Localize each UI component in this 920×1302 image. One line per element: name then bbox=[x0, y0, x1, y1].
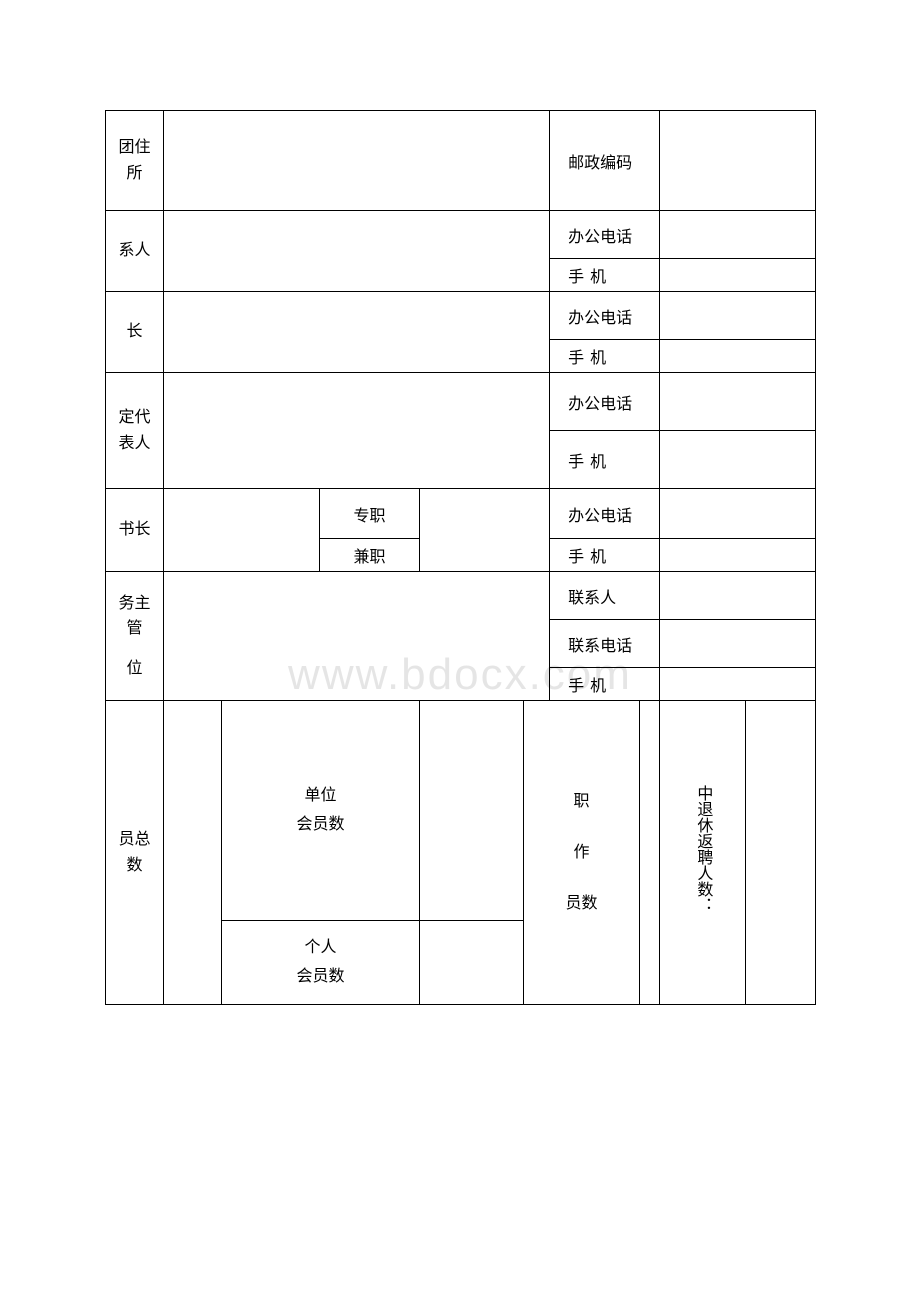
input-mobile-5[interactable] bbox=[660, 668, 816, 701]
form-table: 团住所 邮政编码 系人 办公电话 手机 长 办公电话 手机 bbox=[105, 110, 816, 1005]
input-postal[interactable] bbox=[660, 111, 816, 211]
label-legal-rep: 定代表人 bbox=[106, 373, 164, 489]
label-residence: 团住所 bbox=[106, 111, 164, 211]
input-legal-rep[interactable] bbox=[164, 373, 550, 489]
input-contact-person-2[interactable] bbox=[660, 572, 816, 620]
input-mobile-2[interactable] bbox=[660, 340, 816, 373]
label-parttime: 兼职 bbox=[320, 539, 420, 572]
label-chief: 长 bbox=[106, 292, 164, 373]
label-postal: 邮政编码 bbox=[550, 111, 660, 211]
input-supervisor-unit[interactable] bbox=[164, 572, 550, 701]
label-contact-person: 系人 bbox=[106, 211, 164, 292]
label-mobile-4: 手机 bbox=[550, 539, 660, 572]
label-retired-rehired: 中退休返聘人数： bbox=[660, 701, 746, 1005]
label-staff-count: 职 作 员数 bbox=[524, 701, 640, 1005]
label-member-total: 员总数 bbox=[106, 701, 164, 1005]
label-office-phone-2: 办公电话 bbox=[550, 292, 660, 340]
label-contact-tel: 联系电话 bbox=[550, 620, 660, 668]
label-secretary: 书长 bbox=[106, 489, 164, 572]
label-mobile-2: 手机 bbox=[550, 340, 660, 373]
label-fulltime: 专职 bbox=[320, 489, 420, 539]
label-office-phone-3: 办公电话 bbox=[550, 373, 660, 431]
input-retired-rehired[interactable] bbox=[746, 701, 816, 1005]
input-secretary-type[interactable] bbox=[420, 489, 550, 572]
input-office-phone-1[interactable] bbox=[660, 211, 816, 259]
label-contact-person-2: 联系人 bbox=[550, 572, 660, 620]
label-supervisor-unit: 务主管 位 bbox=[106, 572, 164, 701]
label-unit-members: 单位 会员数 bbox=[222, 701, 420, 921]
input-office-phone-4[interactable] bbox=[660, 489, 816, 539]
form-page: 团住所 邮政编码 系人 办公电话 手机 长 办公电话 手机 bbox=[0, 0, 920, 1065]
input-office-phone-2[interactable] bbox=[660, 292, 816, 340]
input-unit-members[interactable] bbox=[420, 701, 524, 921]
input-member-total[interactable] bbox=[164, 701, 222, 1005]
label-office-phone-1: 办公电话 bbox=[550, 211, 660, 259]
label-mobile-5: 手机 bbox=[550, 668, 660, 701]
label-mobile-3: 手机 bbox=[550, 431, 660, 489]
input-chief[interactable] bbox=[164, 292, 550, 373]
input-office-phone-3[interactable] bbox=[660, 373, 816, 431]
input-secretary-name[interactable] bbox=[164, 489, 320, 572]
input-mobile-1[interactable] bbox=[660, 259, 816, 292]
input-residence[interactable] bbox=[164, 111, 550, 211]
input-mobile-3[interactable] bbox=[660, 431, 816, 489]
label-office-phone-4: 办公电话 bbox=[550, 489, 660, 539]
label-mobile-1: 手机 bbox=[550, 259, 660, 292]
input-contact-person[interactable] bbox=[164, 211, 550, 292]
label-personal-members: 个人 会员数 bbox=[222, 921, 420, 1005]
input-mobile-4[interactable] bbox=[660, 539, 816, 572]
input-staff-count[interactable] bbox=[640, 701, 660, 1005]
input-personal-members[interactable] bbox=[420, 921, 524, 1005]
input-contact-tel[interactable] bbox=[660, 620, 816, 668]
